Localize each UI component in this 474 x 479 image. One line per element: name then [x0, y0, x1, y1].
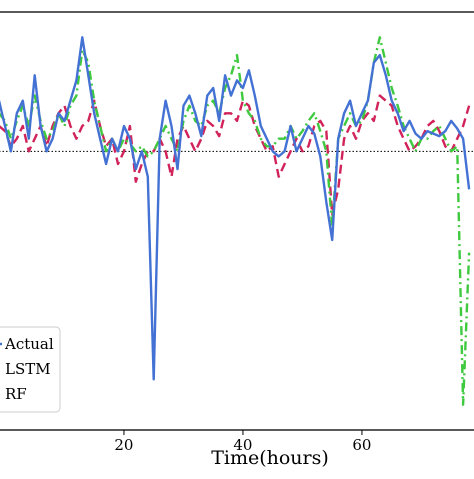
legend-label-lstm: LSTM — [5, 360, 51, 378]
plot-frame — [0, 11, 474, 431]
legend-label-actual: Actual — [4, 335, 54, 353]
x-tick-label: 20 — [114, 436, 133, 454]
legend-box — [0, 326, 61, 413]
legend-label-rf: RF — [5, 385, 27, 403]
series-line-lstm — [0, 94, 471, 216]
x-axis-ticks: 20 40 60 — [114, 430, 371, 454]
series-line-actual — [0, 36, 471, 381]
series-layer — [0, 36, 471, 406]
x-tick-label: 60 — [352, 436, 371, 454]
x-tick-label: 40 — [233, 436, 252, 454]
x-axis-title: Time(hours) — [211, 447, 329, 469]
legend: Actual LSTM RF — [0, 326, 61, 413]
series-line-rf — [0, 36, 471, 406]
